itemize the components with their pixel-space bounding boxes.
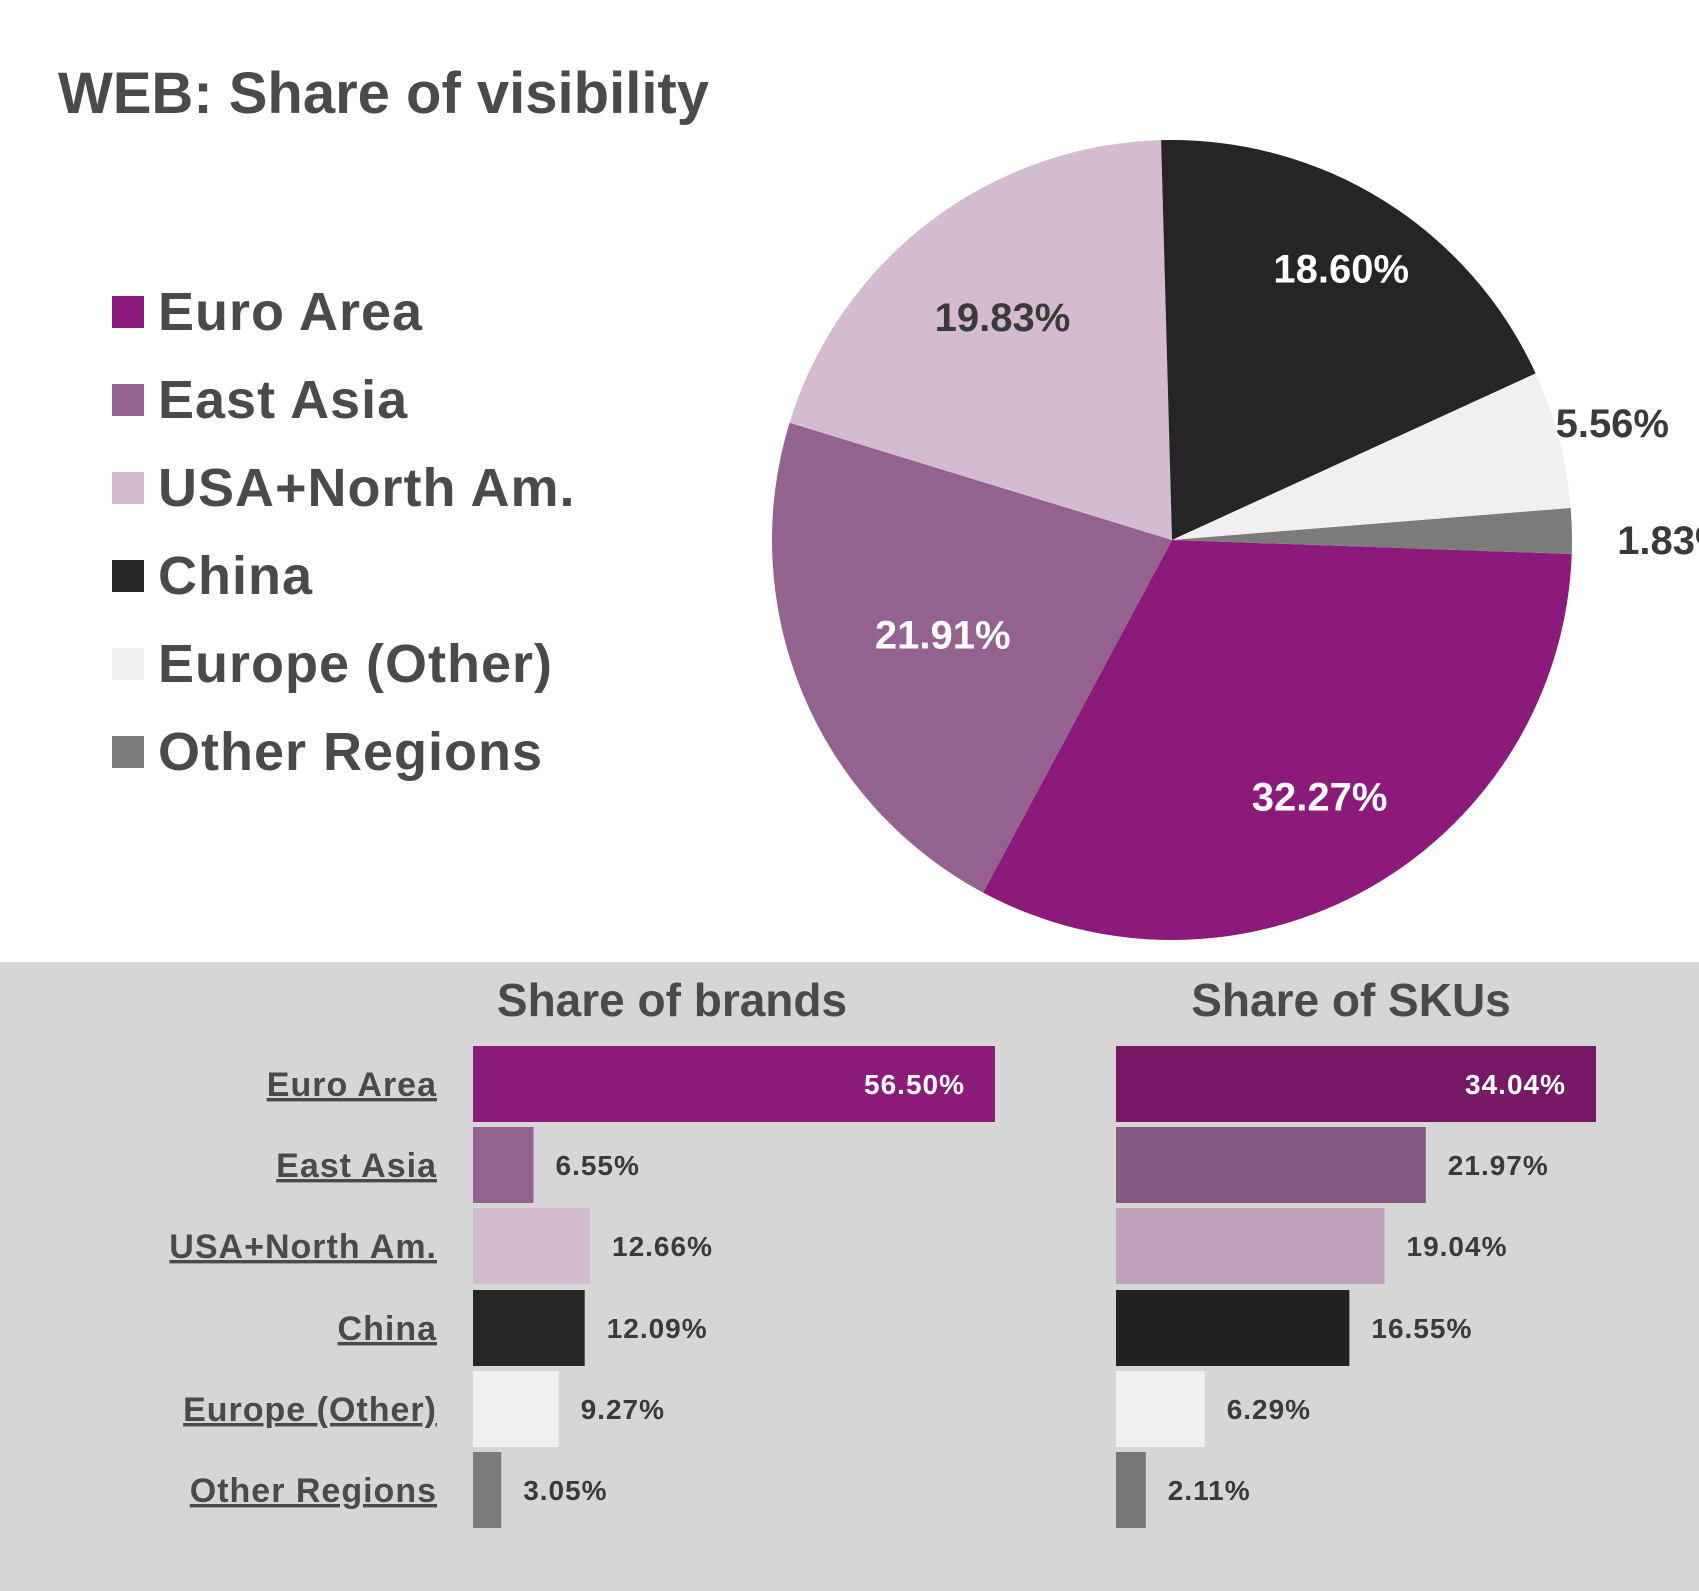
bar-europe-other — [1116, 1371, 1205, 1447]
bar-value-label: 9.27% — [581, 1394, 665, 1425]
pie-slice-other-regions — [1172, 508, 1573, 554]
pie-slice-label: 21.91% — [875, 614, 1011, 658]
bar-east-asia — [473, 1127, 534, 1203]
bar-usa-north-am — [1116, 1208, 1385, 1284]
bar-value-label: 56.50% — [864, 1069, 965, 1100]
category-link-china[interactable]: China — [338, 1310, 438, 1348]
bar-value-label: 6.29% — [1227, 1394, 1311, 1425]
bar-value-label: 12.66% — [612, 1231, 713, 1262]
legend-label: East Asia — [158, 370, 409, 430]
bar-value-label: 34.04% — [1465, 1069, 1566, 1100]
legend-swatch — [112, 736, 144, 768]
bar-chart-title: Share of SKUs — [1191, 974, 1511, 1026]
category-link-east-asia[interactable]: East Asia — [276, 1147, 437, 1185]
pie-slice-usa-north-am — [789, 140, 1172, 540]
legend-swatch — [112, 384, 144, 416]
pie-slice-label: 5.56% — [1556, 402, 1669, 446]
chart-title: WEB: Share of visibility — [58, 61, 709, 126]
pie-slice-label: 18.60% — [1273, 247, 1409, 291]
bar-usa-north-am — [473, 1208, 590, 1284]
bar-charts-panel: Share of brands 56.50% Euro Area 6.55% East … — [0, 962, 1699, 1591]
bar-east-asia — [1116, 1127, 1426, 1203]
category-link-other-regions[interactable]: Other Regions — [190, 1472, 437, 1510]
legend-item-euro-area: Euro Area — [112, 268, 576, 356]
pie-slice-label: 1.83% — [1617, 519, 1699, 563]
legend-item-usa-north-am: USA+North Am. — [112, 444, 576, 532]
legend-label: Other Regions — [158, 722, 544, 782]
category-link-usa-north-am[interactable]: USA+North Am. — [169, 1228, 437, 1266]
legend-label: Euro Area — [158, 282, 424, 342]
bar-value-label: 16.55% — [1371, 1313, 1472, 1344]
bar-europe-other — [473, 1371, 559, 1447]
bar-china — [1116, 1290, 1350, 1366]
bar-value-label: 2.11% — [1168, 1475, 1251, 1506]
bar-euro-area — [1116, 1046, 1596, 1122]
legend-label: China — [158, 546, 314, 606]
pie-slice-europe-other — [1172, 373, 1571, 540]
bar-other-regions — [1116, 1452, 1146, 1528]
pie-slice-euro-area — [983, 540, 1572, 940]
legend-item-other-regions: Other Regions — [112, 708, 576, 796]
pie-legend: Euro Area East Asia USA+North Am. China Euro… — [112, 268, 576, 796]
legend-swatch — [112, 472, 144, 504]
legend-swatch — [112, 648, 144, 680]
bar-other-regions — [473, 1452, 502, 1528]
pie-slice-china — [1161, 140, 1536, 540]
bar-chart-title: Share of brands — [497, 974, 847, 1026]
bar-value-label: 19.04% — [1407, 1231, 1508, 1262]
pie-chart: 32.27% 21.91% 19.83% 18.60% 5.56% 1.83% — [772, 140, 1699, 940]
category-link-europe-other[interactable]: Europe (Other) — [183, 1391, 437, 1429]
legend-item-china: China — [112, 532, 576, 620]
bar-value-label: 21.97% — [1448, 1150, 1549, 1181]
bar-china — [473, 1290, 585, 1366]
pie-slice-label: 19.83% — [935, 296, 1071, 340]
bar-euro-area — [473, 1046, 995, 1122]
pie-slice-east-asia — [772, 422, 1172, 893]
bar-value-label: 6.55% — [556, 1150, 640, 1181]
legend-label: USA+North Am. — [158, 458, 576, 518]
bar-value-label: 3.05% — [523, 1475, 607, 1506]
legend-swatch — [112, 560, 144, 592]
bar-value-label: 12.09% — [607, 1313, 708, 1344]
legend-item-europe-other: Europe (Other) — [112, 620, 576, 708]
category-link-euro-area[interactable]: Euro Area — [267, 1066, 437, 1104]
legend-swatch — [112, 296, 144, 328]
pie-slice-label: 32.27% — [1252, 776, 1388, 820]
legend-item-east-asia: East Asia — [112, 356, 576, 444]
legend-label: Europe (Other) — [158, 634, 554, 694]
bar-charts: Share of brands 56.50% Euro Area 6.55% East … — [169, 974, 1596, 1528]
